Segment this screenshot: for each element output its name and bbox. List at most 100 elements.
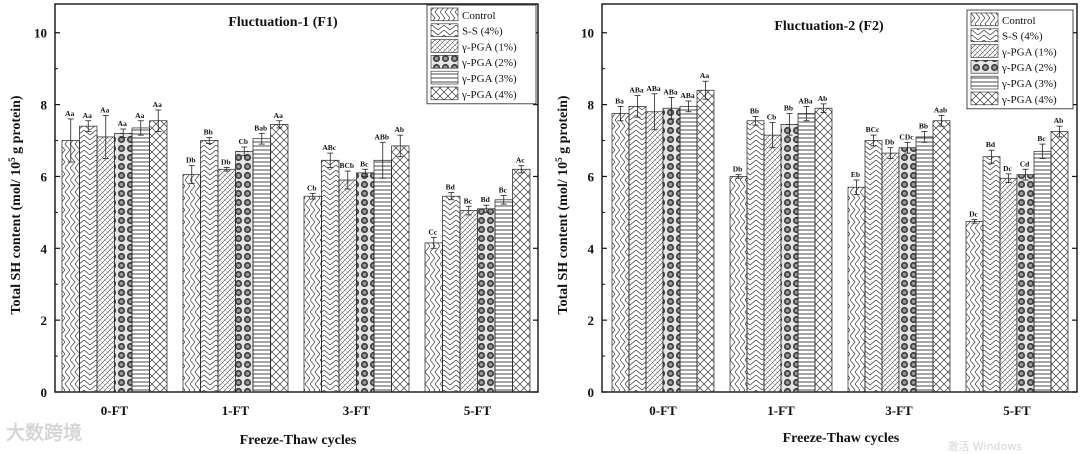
legend-swatch [970, 75, 999, 90]
bar [729, 176, 748, 393]
significance-label: BCb [339, 161, 354, 170]
bar [780, 124, 799, 393]
bar [847, 186, 866, 393]
significance-label: Aa [700, 71, 709, 80]
bar [898, 147, 917, 393]
legend-entry: γ-PGA (4%) [1001, 94, 1057, 106]
significance-label: Dc [1003, 164, 1012, 173]
bar [321, 159, 340, 393]
legend-entry: γ-PGA (4%) [461, 89, 517, 101]
bar [999, 177, 1018, 393]
significance-label: Db [221, 157, 231, 166]
y-axis-label-sup: 5 [554, 157, 564, 162]
bar [61, 140, 80, 393]
legend-entry: Control [1002, 15, 1036, 27]
legend: Control S-S (4%) γ-PGA (1%) γ-PGA (2%) γ-PGA… [426, 4, 537, 105]
bar [96, 136, 115, 393]
legend-entry: γ-PGA (3%) [1001, 78, 1057, 90]
legend-entry: γ-PGA (1%) [461, 41, 517, 53]
y-tick-label: 2 [41, 313, 48, 328]
chart-title: Fluctuation-2 (F2) [774, 19, 884, 34]
bar [797, 113, 816, 393]
x-tick-label: 3-FT [885, 403, 913, 418]
bar [235, 150, 254, 393]
significance-label: CDc [899, 132, 914, 141]
bar [932, 120, 951, 393]
legend-swatch [430, 39, 459, 53]
bar [628, 106, 647, 393]
significance-label: ABc [322, 143, 336, 152]
plot-frame [54, 3, 539, 393]
significance-label: Db [186, 156, 196, 165]
bar [477, 208, 496, 393]
bar [814, 107, 833, 393]
x-axis-label: Freeze-Thaw cycles [240, 433, 357, 448]
y-tick-label: 2 [588, 313, 595, 328]
legend-entry: Control [462, 10, 496, 22]
bar [442, 195, 461, 393]
bar [217, 168, 236, 393]
significance-label: Aa [135, 111, 144, 120]
plot-frame [601, 3, 1078, 393]
y-tick-label: 8 [41, 98, 48, 113]
significance-label: Bc [360, 159, 369, 168]
significance-label: Db [733, 165, 743, 174]
bar [679, 106, 698, 393]
y-axis-label-end: g protein) [9, 95, 24, 157]
significance-label: Bb [919, 122, 928, 131]
significance-label: Bd [481, 195, 491, 204]
significance-label: Eb [851, 170, 860, 179]
significance-label: ABa [680, 91, 694, 100]
significance-label: Bc [499, 185, 508, 194]
legend-swatch [970, 12, 999, 27]
y-tick-label: 4 [41, 241, 48, 256]
significance-label: Cb [767, 113, 777, 122]
significance-label: Bab [254, 123, 267, 132]
legend-entry: S-S (4%) [1002, 31, 1043, 43]
bar [200, 140, 219, 393]
legend-entry: γ-PGA (2%) [1001, 62, 1057, 74]
y-axis-label: Total SH content (mol/ 105 g protein) [554, 95, 571, 315]
bar [645, 111, 664, 393]
chart-title: Fluctuation-1 (F1) [228, 15, 338, 30]
bar [356, 172, 375, 393]
legend-swatch [970, 60, 999, 74]
legend-entry: γ-PGA (1%) [1001, 46, 1057, 58]
y-axis-label: Total SH content (mol/ 105 g protein) [7, 95, 24, 315]
x-axis-label: Freeze-Thaw cycles [783, 431, 900, 446]
significance-label: Aa [100, 105, 109, 114]
significance-label: ABb [374, 132, 389, 141]
y-axis-label-sup: 5 [7, 157, 17, 162]
significance-label: Aa [83, 111, 92, 120]
bar [149, 120, 168, 393]
legend-entry: S-S (4%) [462, 26, 503, 38]
y-tick-label: 0 [588, 385, 595, 400]
bar [338, 179, 357, 393]
significance-label: Bb [204, 128, 213, 137]
legend-swatch [430, 23, 459, 37]
significance-label: Aa [274, 111, 283, 120]
bar [303, 195, 322, 393]
x-tick-label: 3-FT [343, 403, 371, 418]
x-tick-label: 5-FT [464, 403, 492, 418]
significance-label: Bd [446, 183, 456, 192]
bar [662, 107, 681, 393]
bar [494, 199, 513, 393]
legend-swatch [970, 44, 999, 58]
bar [1016, 174, 1035, 393]
significance-label: Aa [153, 100, 162, 109]
significance-label: Ab [1054, 116, 1064, 125]
significance-label: Db [885, 138, 895, 147]
x-tick-label: 1-FT [767, 403, 795, 418]
legend-swatch [970, 91, 999, 106]
y-axis-label-main: Total SH content (mol/ 10 [9, 162, 24, 315]
significance-label: ABa [663, 87, 677, 96]
watermark-left: 大数跨境 [6, 422, 83, 444]
bar [373, 159, 392, 393]
significance-label: Cb [307, 183, 317, 192]
significance-label: Ba [615, 96, 624, 105]
significance-label: ABa [798, 96, 812, 105]
bar [114, 132, 133, 393]
y-tick-label: 6 [588, 169, 595, 184]
bar [182, 174, 201, 393]
